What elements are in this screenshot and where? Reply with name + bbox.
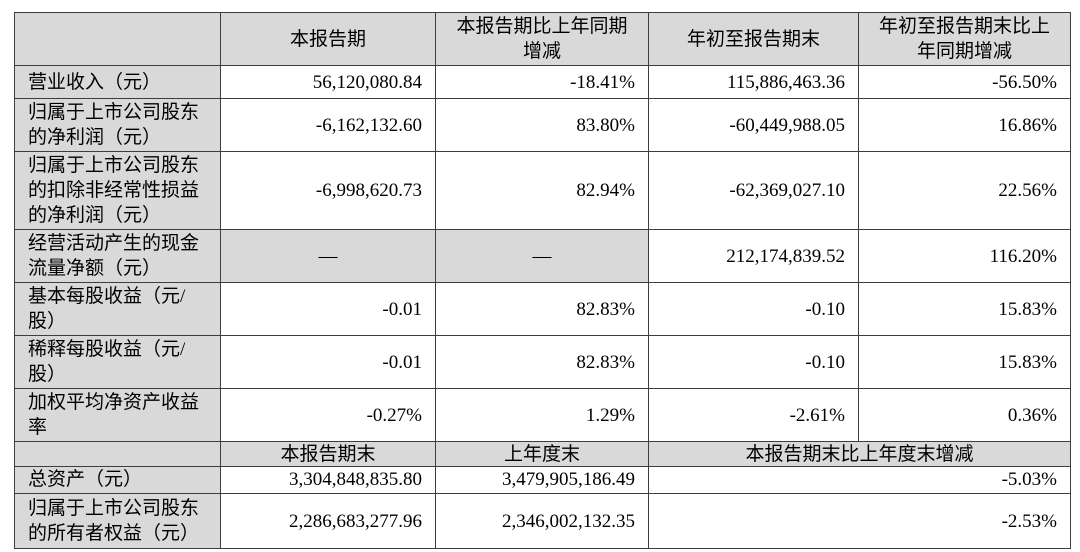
revenue-current-value: 56,120,080.84 bbox=[220, 65, 436, 99]
financial-summary-table: 本报告期 本报告期比上年同期增减 年初至报告期末 年初至报告期末比上年同期增减 … bbox=[14, 12, 1071, 549]
table-row-shareholders-equity: 归属于上市公司股东的所有者权益（元） 2,286,683,277.96 2,34… bbox=[14, 493, 1071, 549]
header-blank-cell bbox=[14, 12, 221, 66]
table-row-weighted-avg-roe: 加权平均净资产收益率 -0.27% 1.29% -2.61% 0.36% bbox=[14, 388, 1071, 442]
diluted-eps-current-value: -0.01 bbox=[220, 335, 436, 389]
diluted-eps-ytd-value: -0.10 bbox=[648, 335, 859, 389]
header-year-to-date: 年初至报告期末 bbox=[648, 12, 859, 66]
equity-prior-year-value: 2,346,002,132.35 bbox=[435, 493, 649, 549]
row-label-net-profit: 归属于上市公司股东的净利润（元） bbox=[14, 98, 221, 152]
net-profit-excl-yoy-value: 82.94% bbox=[435, 151, 649, 230]
basic-eps-yoy-value: 82.83% bbox=[435, 282, 649, 336]
net-profit-yoy-value: 83.80% bbox=[435, 98, 649, 152]
row-label-operating-cash-flow: 经营活动产生的现金流量净额（元） bbox=[14, 229, 221, 283]
header-current-period-yoy-change: 本报告期比上年同期增减 bbox=[435, 12, 649, 66]
diluted-eps-yoy-value: 82.83% bbox=[435, 335, 649, 389]
row-label-shareholders-equity: 归属于上市公司股东的所有者权益（元） bbox=[14, 493, 221, 549]
header-end-of-prior-year: 上年度末 bbox=[435, 441, 649, 467]
cash-flow-yoy-dash: — bbox=[435, 229, 649, 283]
equity-end-value: 2,286,683,277.96 bbox=[220, 493, 436, 549]
roe-ytd-yoy-value: 0.36% bbox=[858, 388, 1071, 442]
net-profit-excl-current-value: -6,998,620.73 bbox=[220, 151, 436, 230]
basic-eps-current-value: -0.01 bbox=[220, 282, 436, 336]
header-change-vs-prior-year-end: 本报告期末比上年度末增减 bbox=[648, 441, 1071, 467]
net-profit-ytd-yoy-value: 16.86% bbox=[858, 98, 1071, 152]
total-assets-change-value: -5.03% bbox=[648, 466, 1071, 494]
row-label-net-profit-excl-nonrecurring: 归属于上市公司股东的扣除非经常性损益的净利润（元） bbox=[14, 151, 221, 230]
row-label-revenue: 营业收入（元） bbox=[14, 65, 221, 99]
roe-current-value: -0.27% bbox=[220, 388, 436, 442]
cash-flow-current-dash: — bbox=[220, 229, 436, 283]
total-assets-prior-year-value: 3,479,905,186.49 bbox=[435, 466, 649, 494]
table-row-net-profit-excl-nonrecurring: 归属于上市公司股东的扣除非经常性损益的净利润（元） -6,998,620.73 … bbox=[14, 151, 1071, 230]
row-label-total-assets: 总资产（元） bbox=[14, 466, 221, 494]
revenue-yoy-value: -18.41% bbox=[435, 65, 649, 99]
header-year-to-date-yoy-change: 年初至报告期末比上年同期增减 bbox=[858, 12, 1071, 66]
revenue-ytd-value: 115,886,463.36 bbox=[648, 65, 859, 99]
table-row-diluted-eps: 稀释每股收益（元/股） -0.01 82.83% -0.10 15.83% bbox=[14, 335, 1071, 389]
basic-eps-ytd-value: -0.10 bbox=[648, 282, 859, 336]
basic-eps-ytd-yoy-value: 15.83% bbox=[858, 282, 1071, 336]
cash-flow-ytd-value: 212,174,839.52 bbox=[648, 229, 859, 283]
header2-blank-cell bbox=[14, 441, 221, 467]
row-label-diluted-eps: 稀释每股收益（元/股） bbox=[14, 335, 221, 389]
header-current-period: 本报告期 bbox=[220, 12, 436, 66]
header-end-of-period: 本报告期末 bbox=[220, 441, 436, 467]
net-profit-excl-ytd-value: -62,369,027.10 bbox=[648, 151, 859, 230]
table-row-total-assets: 总资产（元） 3,304,848,835.80 3,479,905,186.49… bbox=[14, 466, 1071, 494]
revenue-ytd-yoy-value: -56.50% bbox=[858, 65, 1071, 99]
header-row-period-end: 本报告期末 上年度末 本报告期末比上年度末增减 bbox=[14, 441, 1071, 467]
row-label-basic-eps: 基本每股收益（元/股） bbox=[14, 282, 221, 336]
table-row-net-profit: 归属于上市公司股东的净利润（元） -6,162,132.60 83.80% -6… bbox=[14, 98, 1071, 152]
table-row-basic-eps: 基本每股收益（元/股） -0.01 82.83% -0.10 15.83% bbox=[14, 282, 1071, 336]
roe-yoy-value: 1.29% bbox=[435, 388, 649, 442]
table-row-operating-cash-flow: 经营活动产生的现金流量净额（元） — — 212,174,839.52 116.… bbox=[14, 229, 1071, 283]
roe-ytd-value: -2.61% bbox=[648, 388, 859, 442]
net-profit-ytd-value: -60,449,988.05 bbox=[648, 98, 859, 152]
equity-change-value: -2.53% bbox=[648, 493, 1071, 549]
table-row-revenue: 营业收入（元） 56,120,080.84 -18.41% 115,886,46… bbox=[14, 65, 1071, 99]
net-profit-current-value: -6,162,132.60 bbox=[220, 98, 436, 152]
diluted-eps-ytd-yoy-value: 15.83% bbox=[858, 335, 1071, 389]
header-row-period: 本报告期 本报告期比上年同期增减 年初至报告期末 年初至报告期末比上年同期增减 bbox=[14, 12, 1071, 66]
cash-flow-ytd-yoy-value: 116.20% bbox=[858, 229, 1071, 283]
total-assets-end-value: 3,304,848,835.80 bbox=[220, 466, 436, 494]
net-profit-excl-ytd-yoy-value: 22.56% bbox=[858, 151, 1071, 230]
row-label-weighted-avg-roe: 加权平均净资产收益率 bbox=[14, 388, 221, 442]
